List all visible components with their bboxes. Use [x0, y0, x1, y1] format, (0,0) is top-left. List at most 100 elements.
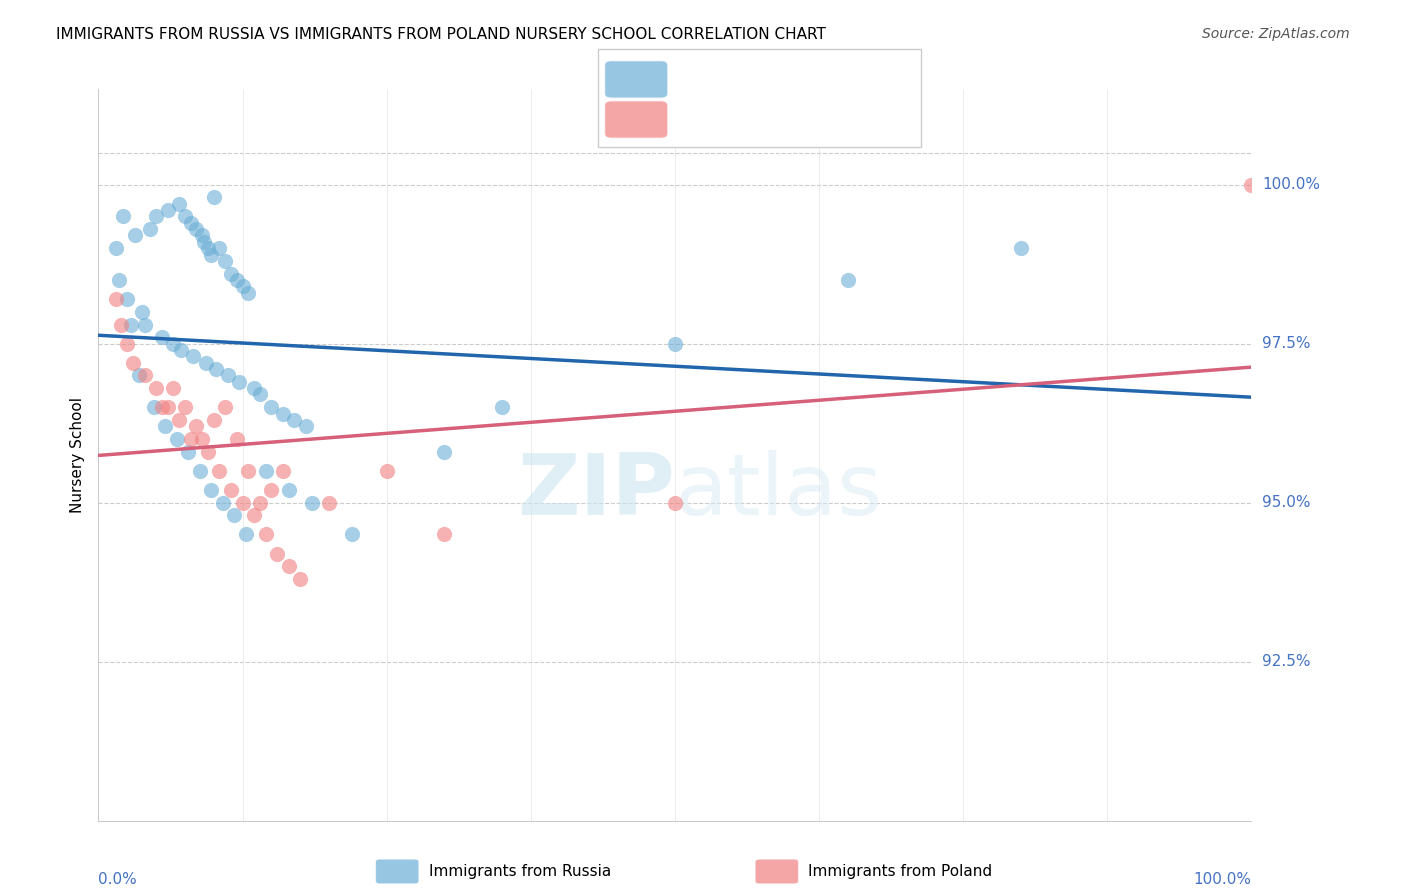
Point: [664, 495, 686, 509]
Point: [134, 368, 156, 383]
Point: [243, 508, 266, 523]
Point: [202, 413, 225, 427]
Point: [433, 444, 456, 458]
Point: [197, 444, 219, 458]
Point: [254, 527, 277, 541]
Text: IMMIGRANTS FROM RUSSIA VS IMMIGRANTS FROM POLAND NURSERY SCHOOL CORRELATION CHAR: IMMIGRANTS FROM RUSSIA VS IMMIGRANTS FRO…: [56, 27, 827, 42]
Text: 92.5%: 92.5%: [1263, 654, 1310, 669]
Point: [238, 464, 260, 478]
Text: Immigrants from Russia: Immigrants from Russia: [429, 864, 612, 879]
Point: [180, 432, 202, 446]
Point: [186, 222, 208, 236]
Point: [254, 464, 277, 478]
Point: [128, 368, 150, 383]
Text: 100.0%: 100.0%: [1194, 871, 1251, 887]
Point: [139, 222, 162, 236]
Point: [131, 305, 153, 319]
Point: [340, 527, 363, 541]
Point: [104, 292, 127, 306]
Point: [156, 401, 179, 415]
Point: [174, 401, 197, 415]
Point: [111, 210, 134, 224]
Point: [124, 228, 146, 243]
Point: [122, 356, 145, 370]
Text: 97.5%: 97.5%: [1263, 336, 1310, 351]
Point: [205, 362, 228, 376]
Point: [235, 527, 257, 541]
Point: [277, 559, 299, 574]
Point: [134, 318, 156, 332]
Point: [117, 292, 139, 306]
Point: [200, 483, 222, 497]
Point: [108, 273, 131, 287]
Point: [837, 273, 859, 287]
Point: [219, 483, 242, 497]
Point: [271, 464, 294, 478]
Point: [167, 196, 190, 211]
Point: [181, 349, 204, 363]
Point: [228, 375, 250, 389]
Point: [142, 401, 165, 415]
Point: [295, 419, 318, 434]
Point: [156, 202, 179, 217]
Text: R = 0.486  N = 59: R = 0.486 N = 59: [668, 70, 832, 87]
Point: [212, 495, 235, 509]
Point: [117, 336, 139, 351]
Point: [202, 190, 225, 204]
Point: [1240, 178, 1263, 192]
Point: [162, 336, 184, 351]
Point: [224, 508, 246, 523]
Y-axis label: Nursery School: Nursery School: [69, 397, 84, 513]
Point: [150, 401, 173, 415]
Point: [249, 387, 271, 401]
Point: [664, 336, 686, 351]
Text: R = 0.372  N = 35: R = 0.372 N = 35: [668, 110, 832, 128]
Point: [277, 483, 299, 497]
Point: [231, 495, 254, 509]
Point: [208, 464, 231, 478]
Point: [249, 495, 271, 509]
Point: [167, 413, 190, 427]
Text: 95.0%: 95.0%: [1263, 495, 1310, 510]
Point: [188, 464, 211, 478]
Text: Immigrants from Poland: Immigrants from Poland: [808, 864, 993, 879]
Text: ZIP: ZIP: [517, 450, 675, 533]
Point: [191, 228, 214, 243]
Point: [318, 495, 340, 509]
Point: [243, 381, 266, 395]
Point: [191, 432, 214, 446]
Point: [260, 401, 283, 415]
Point: [197, 241, 219, 255]
Point: [177, 444, 200, 458]
Point: [260, 483, 283, 497]
Point: [283, 413, 305, 427]
Point: [155, 419, 177, 434]
Text: Source: ZipAtlas.com: Source: ZipAtlas.com: [1202, 27, 1350, 41]
Point: [214, 254, 236, 268]
Point: [162, 381, 184, 395]
Point: [150, 330, 173, 344]
Point: [186, 419, 208, 434]
Point: [301, 495, 323, 509]
Point: [375, 464, 398, 478]
Point: [180, 216, 202, 230]
Point: [491, 401, 513, 415]
Point: [208, 241, 231, 255]
Point: [145, 210, 167, 224]
Point: [193, 235, 215, 249]
Point: [219, 267, 242, 281]
Point: [104, 241, 127, 255]
Point: [266, 547, 288, 561]
Point: [217, 368, 239, 383]
Point: [231, 279, 254, 293]
Point: [200, 247, 222, 261]
Point: [120, 318, 142, 332]
Point: [174, 210, 197, 224]
Point: [433, 527, 456, 541]
Point: [238, 285, 260, 300]
Point: [290, 572, 312, 586]
Point: [110, 318, 132, 332]
Text: atlas: atlas: [675, 450, 883, 533]
Point: [194, 356, 217, 370]
Text: 100.0%: 100.0%: [1263, 178, 1320, 192]
